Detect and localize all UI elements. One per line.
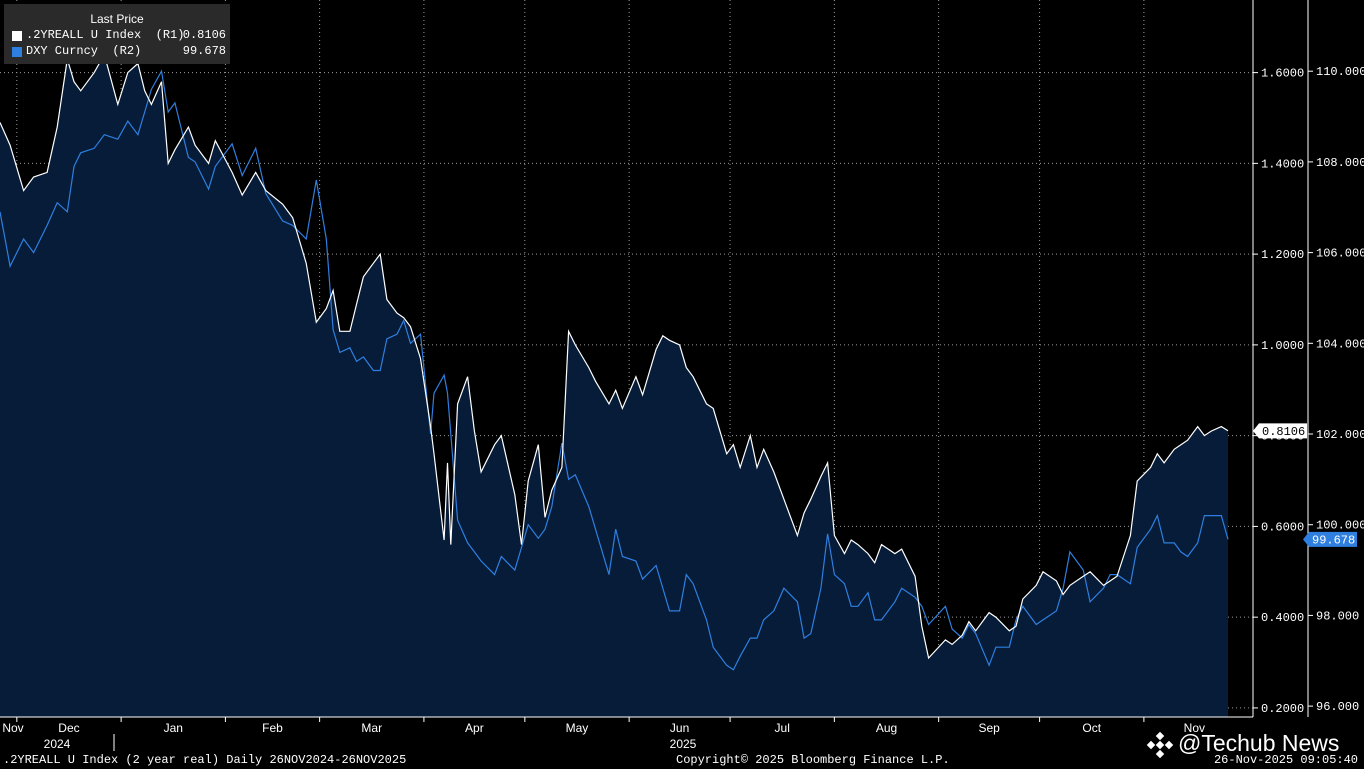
footer-ticker-description: .2YREALL U Index (2 year real) Daily 26N… — [3, 753, 407, 767]
legend-series-name-r1: .2YREALL U Index (R1) — [26, 28, 185, 42]
x-month-label: Oct — [1082, 721, 1101, 735]
x-month-label: May — [566, 721, 589, 735]
series-line-2yreall — [0, 52, 1229, 660]
r1-area-fill — [0, 54, 1228, 717]
x-month-label: Jun — [670, 721, 689, 735]
r2-tick-label: 104.000 — [1316, 337, 1364, 351]
legend-title: Last Price — [90, 12, 144, 26]
x-month-label: Nov — [1184, 721, 1205, 735]
legend-swatch-r2 — [12, 47, 22, 57]
legend-entry-r1: .2YREALL U Index (R1) 0.8106 — [12, 28, 226, 42]
x-month-label: Jul — [775, 721, 790, 735]
r1-tick-label: 1.6000 — [1261, 67, 1304, 81]
series-lines — [0, 52, 1229, 671]
r1-last-value-label-bg — [1253, 423, 1307, 439]
footer-copyright: Copyright© 2025 Bloomberg Finance L.P. — [676, 753, 950, 767]
x-month-label: Mar — [361, 721, 382, 735]
footer-timestamp: 26-Nov-2025 09:05:40 — [1213, 753, 1358, 767]
x-month-label: Feb — [262, 721, 283, 735]
r2-tick-label: 110.000 — [1316, 65, 1364, 79]
r2-tick-label: 102.000 — [1316, 428, 1364, 442]
legend-entry-r2: DXY Curncy (R2) 99.678 — [12, 44, 226, 58]
r2-tick-label: 108.000 — [1316, 156, 1364, 170]
legend-series-name-r2: DXY Curncy (R2) — [26, 44, 142, 58]
r2-tick-label: 100.000 — [1316, 519, 1364, 533]
x-month-label: Aug — [876, 721, 897, 735]
r1-last-value-label: 0.8106 — [1262, 425, 1305, 439]
x-month-label: Dec — [58, 721, 79, 735]
x-year-label: 2024 — [44, 737, 71, 751]
x-month-label: Nov — [2, 721, 23, 735]
last-value-labels: 0.8106 99.678 — [1253, 423, 1357, 547]
x-month-label: Jan — [164, 721, 183, 735]
r1-tick-label: 1.4000 — [1261, 157, 1304, 171]
legend-swatch-r1 — [12, 31, 22, 41]
r1-tick-label: 1.2000 — [1261, 248, 1304, 262]
r2-last-value-label: 99.678 — [1312, 533, 1355, 547]
r2-tick-label: 98.000 — [1316, 609, 1359, 623]
r1-tick-label: 0.2000 — [1261, 702, 1304, 716]
r1-tick-label: 1.0000 — [1261, 339, 1304, 353]
r2-tick-label: 96.000 — [1316, 700, 1359, 714]
r2-last-value-label-bg — [1303, 531, 1357, 547]
series-line-dxy — [0, 69, 1229, 671]
x-month-label: Sep — [978, 721, 1000, 735]
r1-tick-label: 0.4000 — [1261, 611, 1304, 625]
x-month-label: Apr — [465, 721, 484, 735]
axes: 0.20000.40000.60000.80001.00001.20001.40… — [0, 0, 1364, 751]
legend-series-value-r2: 99.678 — [182, 44, 226, 58]
watermark-text: @Techub News — [1178, 730, 1340, 756]
r1-area — [0, 54, 1228, 717]
r2-tick-label: 106.000 — [1316, 247, 1364, 261]
legend-series-value-r1: 0.8106 — [182, 28, 226, 42]
r1-tick-label: 0.6000 — [1261, 520, 1304, 534]
x-year-label: 2025 — [670, 737, 697, 751]
binance-diamond-logo-icon — [1146, 731, 1174, 759]
legend: Last Price .2YREALL U Index (R1) 0.8106 … — [4, 4, 230, 64]
